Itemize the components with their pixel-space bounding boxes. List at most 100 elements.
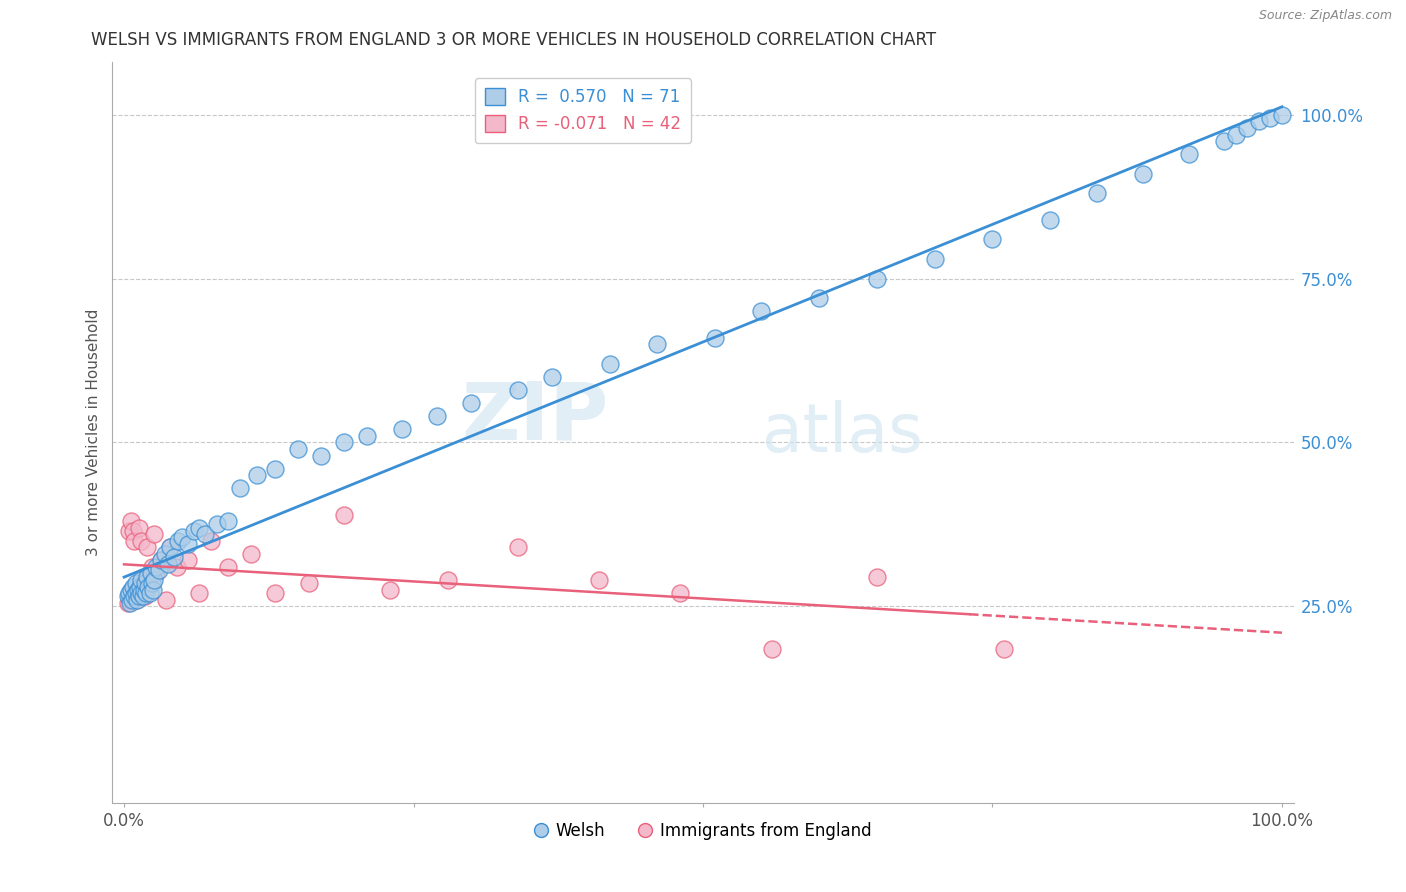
Point [148, 563, 170, 577]
Point [1085, 186, 1108, 201]
Point [599, 357, 621, 371]
Point [124, 576, 146, 591]
Point [124, 590, 146, 604]
Point [188, 586, 211, 600]
Point [131, 576, 153, 591]
Point [141, 576, 163, 591]
Point [131, 590, 153, 604]
Point [142, 582, 165, 597]
Point [287, 442, 309, 456]
Point [645, 337, 668, 351]
Point [132, 582, 155, 597]
Point [127, 582, 149, 597]
Point [541, 370, 564, 384]
Point [749, 304, 772, 318]
Point [122, 580, 145, 594]
Point [333, 435, 356, 450]
Point [188, 521, 211, 535]
Point [143, 527, 166, 541]
Point [1260, 111, 1282, 125]
Point [150, 553, 173, 567]
Point [1247, 114, 1270, 128]
Point [124, 586, 146, 600]
Text: ZIP: ZIP [461, 379, 609, 457]
Point [131, 533, 153, 548]
Point [588, 573, 610, 587]
Point [129, 580, 152, 594]
Point [118, 596, 141, 610]
Point [200, 533, 222, 548]
Point [309, 449, 332, 463]
Point [217, 514, 239, 528]
Point [669, 586, 692, 600]
Point [124, 592, 146, 607]
Point [205, 517, 228, 532]
Point [263, 586, 285, 600]
Point [143, 573, 166, 587]
Point [1178, 147, 1201, 161]
Point [170, 531, 193, 545]
Point [506, 383, 529, 397]
Legend: Welsh, Immigrants from England: Welsh, Immigrants from England [527, 815, 879, 847]
Point [993, 641, 1015, 656]
Text: WELSH VS IMMIGRANTS FROM ENGLAND 3 OR MORE VEHICLES IN HOUSEHOLD CORRELATION CHA: WELSH VS IMMIGRANTS FROM ENGLAND 3 OR MO… [91, 31, 936, 49]
Point [118, 586, 141, 600]
Point [132, 573, 155, 587]
Point [1271, 108, 1294, 122]
Point [924, 252, 946, 266]
Point [426, 409, 449, 424]
Point [333, 508, 356, 522]
Point [167, 533, 190, 548]
Point [391, 422, 413, 436]
Point [246, 468, 269, 483]
Point [129, 580, 152, 594]
Point [703, 330, 725, 344]
Point [866, 271, 889, 285]
Point [1132, 167, 1154, 181]
Point [761, 641, 783, 656]
Point [981, 232, 1004, 246]
Point [138, 586, 160, 600]
Point [131, 586, 153, 600]
Point [124, 533, 146, 548]
Point [159, 541, 181, 555]
Point [356, 429, 378, 443]
Point [506, 541, 529, 555]
Point [122, 524, 145, 538]
Point [460, 396, 482, 410]
Point [131, 573, 153, 587]
Point [135, 586, 157, 600]
Text: Source: ZipAtlas.com: Source: ZipAtlas.com [1258, 9, 1392, 22]
Point [163, 550, 186, 565]
Point [118, 592, 141, 607]
Point [1225, 128, 1247, 142]
Text: atlas: atlas [762, 400, 922, 466]
Point [135, 580, 157, 594]
Y-axis label: 3 or more Vehicles in Household: 3 or more Vehicles in Household [86, 309, 101, 557]
Point [121, 592, 143, 607]
Point [125, 582, 148, 597]
Point [134, 576, 156, 591]
Point [1236, 120, 1258, 135]
Point [150, 553, 173, 567]
Point [298, 576, 321, 591]
Point [121, 582, 143, 597]
Point [263, 461, 285, 475]
Point [128, 521, 150, 535]
Point [117, 596, 139, 610]
Point [1039, 212, 1062, 227]
Point [1213, 134, 1236, 148]
Point [229, 481, 252, 495]
Point [145, 566, 167, 581]
Point [120, 582, 142, 597]
Point [380, 582, 402, 597]
Point [159, 541, 181, 555]
Point [866, 570, 889, 584]
Point [120, 514, 142, 528]
Point [145, 560, 167, 574]
Point [166, 560, 188, 574]
Point [125, 592, 148, 607]
Point [139, 566, 162, 581]
Point [240, 547, 263, 561]
Point [117, 590, 139, 604]
